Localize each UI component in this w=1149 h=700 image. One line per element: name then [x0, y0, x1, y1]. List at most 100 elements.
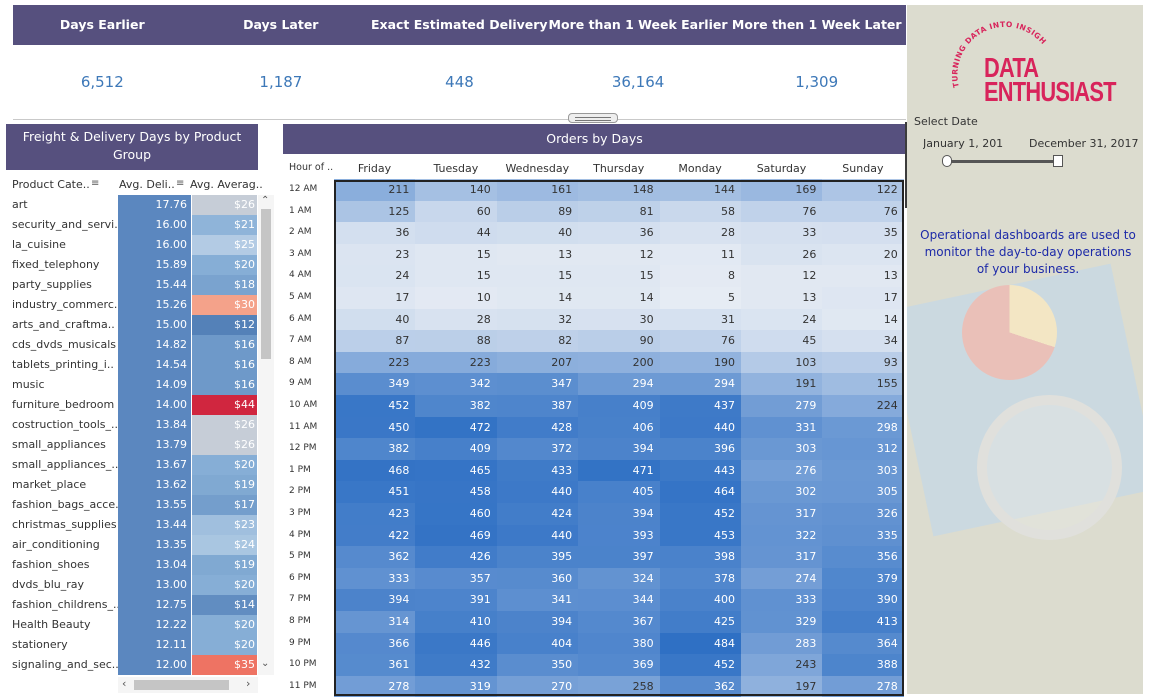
table-row[interactable]: fashion_shoes 13.04 $19: [6, 555, 262, 575]
hour-row-label[interactable]: 11 AM: [289, 421, 318, 432]
heatmap-cell[interactable]: 76: [741, 200, 823, 223]
scroll-down-icon[interactable]: ⌄: [261, 658, 270, 669]
heatmap-cell[interactable]: 148: [578, 179, 660, 201]
heatmap-cell[interactable]: 303: [741, 438, 823, 460]
heatmap-cell[interactable]: 12: [578, 243, 660, 266]
heatmap-cell[interactable]: 13: [822, 265, 904, 287]
heatmap-cell[interactable]: 319: [415, 675, 497, 698]
heatmap-cell[interactable]: 443: [659, 459, 741, 482]
heatmap-cell[interactable]: 89: [496, 200, 579, 223]
heatmap-cell[interactable]: 426: [415, 546, 497, 568]
heatmap-cell[interactable]: 34: [822, 330, 904, 352]
heatmap-cell[interactable]: 36: [334, 222, 416, 244]
hour-column-header[interactable]: Hour of ..: [289, 162, 334, 173]
heatmap-cell[interactable]: 405: [578, 481, 660, 503]
heatmap-cell[interactable]: 314: [334, 611, 416, 633]
heatmap-cell[interactable]: 398: [659, 546, 741, 568]
table-row[interactable]: art 17.76 $26: [6, 195, 262, 215]
heatmap-cell[interactable]: 270: [496, 675, 579, 698]
heatmap-cell[interactable]: 278: [822, 675, 904, 698]
slider-start-handle[interactable]: [942, 155, 952, 167]
heatmap-cell[interactable]: 20: [822, 243, 904, 266]
heatmap-cell[interactable]: 13: [496, 243, 579, 266]
heatmap-cell[interactable]: 468: [334, 459, 416, 482]
heatmap-cell[interactable]: 341: [496, 589, 579, 611]
heatmap-cell[interactable]: 15: [415, 265, 497, 287]
heatmap-cell[interactable]: 413: [822, 611, 904, 633]
table-row[interactable]: la_cuisine 16.00 $25: [6, 235, 262, 255]
heatmap-cell[interactable]: 350: [496, 654, 579, 676]
heatmap-cell[interactable]: 279: [741, 395, 823, 417]
heatmap-cell[interactable]: 440: [496, 481, 579, 503]
hour-row-label[interactable]: 4 PM: [289, 529, 311, 540]
heatmap-cell[interactable]: 40: [496, 222, 579, 244]
heatmap-cell[interactable]: 361: [334, 654, 416, 676]
heatmap-cell[interactable]: 331: [741, 416, 823, 439]
heatmap-cell[interactable]: 465: [415, 459, 497, 482]
heatmap-cell[interactable]: 446: [415, 632, 497, 655]
hour-row-label[interactable]: 1 PM: [289, 464, 311, 475]
heatmap-cell[interactable]: 356: [822, 546, 904, 568]
heatmap-cell[interactable]: 223: [415, 351, 497, 374]
heatmap-cell[interactable]: 155: [822, 373, 904, 395]
heatmap-cell[interactable]: 294: [659, 373, 741, 395]
heatmap-cell[interactable]: 317: [741, 503, 823, 525]
heatmap-cell[interactable]: 274: [741, 567, 823, 590]
heatmap-cell[interactable]: 224: [822, 395, 904, 417]
heatmap-cell[interactable]: 223: [334, 351, 416, 374]
sort-icon[interactable]: ≡: [91, 178, 100, 189]
heatmap-cell[interactable]: 258: [578, 675, 660, 698]
heatmap-cell[interactable]: 305: [822, 481, 904, 503]
table-row[interactable]: music 14.09 $16: [6, 375, 262, 395]
heatmap-cell[interactable]: 81: [578, 200, 660, 223]
resize-grip[interactable]: [568, 113, 618, 123]
hour-row-label[interactable]: 5 PM: [289, 551, 311, 562]
day-column-header[interactable]: Sunday: [842, 162, 884, 175]
heatmap-cell[interactable]: 360: [496, 567, 579, 590]
heatmap-cell[interactable]: 460: [415, 503, 497, 525]
heatmap-cell[interactable]: 15: [496, 265, 579, 287]
heatmap-cell[interactable]: 380: [578, 632, 660, 655]
hour-row-label[interactable]: 6 AM: [289, 313, 312, 324]
heatmap-cell[interactable]: 36: [578, 222, 660, 244]
heatmap-cell[interactable]: 362: [659, 675, 741, 698]
hour-row-label[interactable]: 10 AM: [289, 400, 318, 410]
heatmap-cell[interactable]: 379: [822, 567, 904, 590]
heatmap-cell[interactable]: 322: [741, 524, 823, 547]
table-row[interactable]: furniture_bedroom 14.00 $44: [6, 395, 262, 415]
heatmap-cell[interactable]: 458: [415, 481, 497, 503]
table-row[interactable]: fashion_childrens_.. 12.75 $14: [6, 595, 262, 615]
heatmap-cell[interactable]: 17: [822, 287, 904, 309]
heatmap-cell[interactable]: 12: [741, 265, 823, 287]
hour-row-label[interactable]: 7 PM: [289, 594, 311, 605]
hour-row-label[interactable]: 12 PM: [289, 443, 317, 454]
heatmap-cell[interactable]: 283: [741, 632, 823, 655]
heatmap-cell[interactable]: 161: [496, 179, 579, 201]
date-start-value[interactable]: January 1, 2017: [923, 137, 1003, 150]
hour-row-label[interactable]: 7 AM: [289, 335, 312, 346]
heatmap-cell[interactable]: 14: [578, 287, 660, 309]
vertical-scrollbar[interactable]: ⌃ ⌄: [258, 195, 274, 675]
hour-row-label[interactable]: 5 AM: [289, 292, 312, 302]
scroll-right-icon[interactable]: ›: [246, 677, 251, 690]
heatmap-cell[interactable]: 396: [659, 438, 741, 460]
heatmap-cell[interactable]: 317: [741, 546, 823, 568]
heatmap-cell[interactable]: 303: [822, 459, 904, 482]
heatmap-cell[interactable]: 366: [334, 632, 416, 655]
heatmap-cell[interactable]: 103: [741, 351, 823, 374]
heatmap-cell[interactable]: 437: [659, 395, 741, 417]
heatmap-cell[interactable]: 432: [415, 654, 497, 676]
heatmap-cell[interactable]: 207: [496, 351, 579, 374]
heatmap-cell[interactable]: 367: [578, 611, 660, 633]
heatmap-cell[interactable]: 452: [334, 395, 416, 417]
heatmap-cell[interactable]: 24: [334, 265, 416, 287]
heatmap-cell[interactable]: 5: [659, 287, 741, 309]
table-row[interactable]: industry_commerc.. 15.26 $30: [6, 295, 262, 315]
heatmap-cell[interactable]: 60: [415, 200, 497, 223]
heatmap-cell[interactable]: 294: [578, 373, 660, 395]
day-column-header[interactable]: Friday: [357, 162, 392, 175]
heatmap-cell[interactable]: 347: [496, 373, 579, 395]
heatmap-cell[interactable]: 298: [822, 416, 904, 439]
heatmap-cell[interactable]: 93: [822, 351, 904, 374]
heatmap-cell[interactable]: 140: [415, 179, 497, 201]
